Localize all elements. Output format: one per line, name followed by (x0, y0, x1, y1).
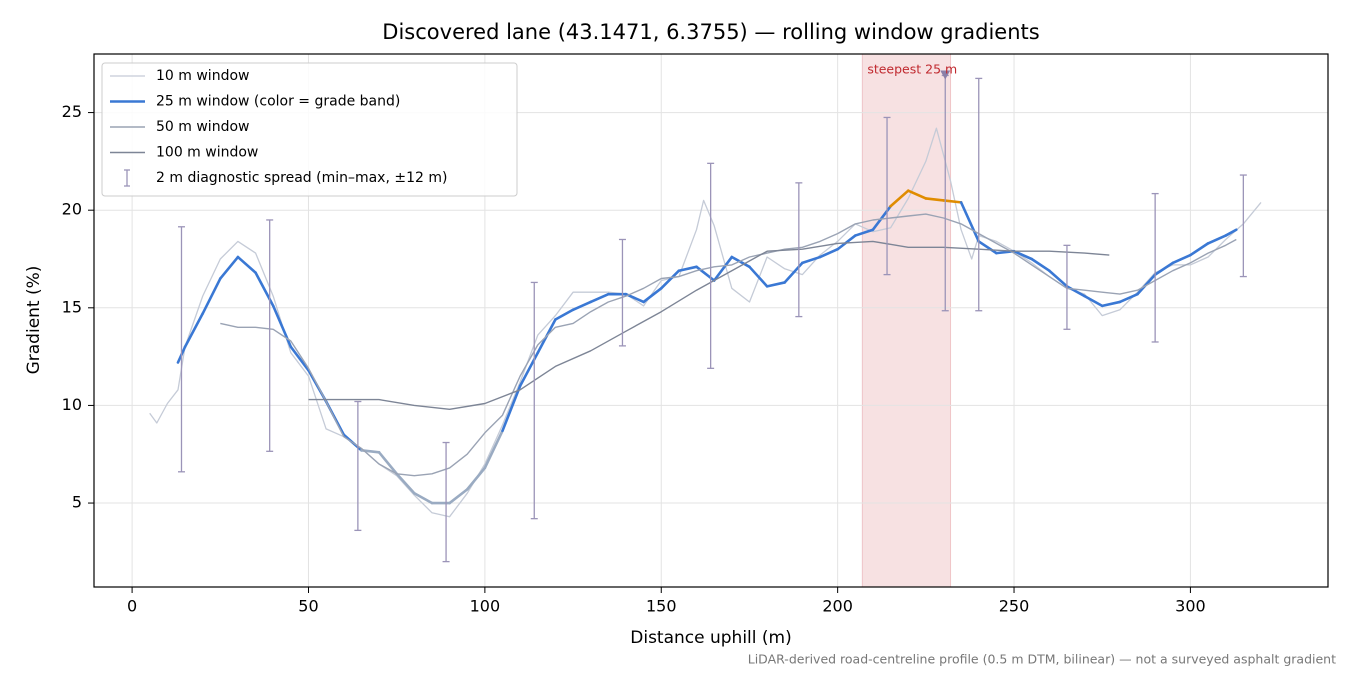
line-segment (1012, 249, 1033, 261)
line-segment (448, 488, 469, 505)
line-segment (1030, 257, 1051, 273)
line-segment (853, 228, 875, 237)
line-segment (889, 189, 910, 208)
x-axis-label: Distance uphill (m) (630, 628, 791, 648)
line-segment (1136, 273, 1157, 296)
line-segment (1224, 228, 1238, 237)
line-segment (395, 472, 416, 495)
legend-box (101, 62, 518, 197)
line-segment (183, 312, 204, 349)
line-segment (1083, 294, 1104, 308)
line-segment (659, 269, 681, 290)
y-axis-label: Gradient (%) (24, 266, 44, 375)
line-segment (571, 300, 593, 312)
line-segment (1048, 269, 1069, 288)
legend-label: 50 m window (156, 119, 249, 135)
chart-title: Discovered lane (43.1471, 6.3755) — roll… (382, 20, 1039, 44)
line-segment (218, 255, 240, 280)
x-tick-label: 100 (470, 597, 501, 616)
footnote: LiDAR-derived road-centreline profile (0… (748, 652, 1336, 667)
y-tick-label: 25 (62, 102, 82, 121)
y-tick-label: 10 (62, 395, 82, 414)
line-segment (289, 345, 310, 372)
plot-frame (93, 53, 1329, 588)
line-segment (1189, 242, 1210, 257)
line-segment (1206, 234, 1227, 245)
series-line (220, 213, 1237, 477)
line-segment (201, 277, 222, 315)
y-tick-label: 20 (62, 200, 82, 219)
line-segment (642, 286, 663, 304)
y-tick-label: 15 (62, 297, 82, 316)
series-line (308, 240, 1110, 410)
line-segment (959, 201, 981, 243)
line-segment (1171, 253, 1192, 265)
x-tick-label: 50 (298, 597, 318, 616)
line-segment (236, 255, 257, 274)
line-segment (748, 265, 769, 288)
line-segment (765, 281, 787, 288)
line-segment (977, 240, 998, 255)
line-segment (589, 292, 610, 304)
y-tick-label: 5 (72, 493, 82, 512)
steepest-label: steepest 25 m (867, 62, 957, 77)
line-segment (783, 261, 804, 284)
line-segment (730, 255, 751, 269)
legend: 10 m window 25 m window (color = grade ba… (101, 62, 518, 197)
line-segment (271, 304, 293, 349)
steepest-marker (940, 70, 951, 80)
line-segment (924, 197, 945, 202)
x-tick-label: 200 (822, 597, 853, 616)
line-segment (377, 450, 398, 476)
line-segment (465, 466, 487, 491)
line-segment (1100, 300, 1122, 308)
line-segment (501, 384, 522, 433)
legend-label: 100 m window (156, 145, 258, 161)
line-segment (942, 199, 963, 204)
x-tick-label: 300 (1175, 597, 1206, 616)
legend-label: 25 m window (color = grade band) (156, 94, 400, 110)
legend-label: 2 m diagnostic spread (min–max, ±12 m) (156, 170, 447, 186)
x-tick-label: 150 (646, 597, 677, 616)
line-segment (1118, 292, 1139, 304)
line-segment (677, 265, 698, 273)
line-segment (801, 255, 822, 265)
x-tick-label: 0 (127, 597, 137, 616)
line-segment (906, 189, 928, 200)
line-segment (712, 255, 734, 282)
line-segment (818, 247, 839, 259)
line-segment (413, 491, 434, 505)
steepest-span (861, 53, 952, 588)
legend-label: 10 m window (156, 68, 249, 84)
line-segment (483, 429, 504, 470)
line-segment (554, 308, 575, 321)
x-tick-label: 250 (999, 597, 1030, 616)
line-segment (1153, 261, 1175, 276)
line-segment (1065, 285, 1086, 298)
